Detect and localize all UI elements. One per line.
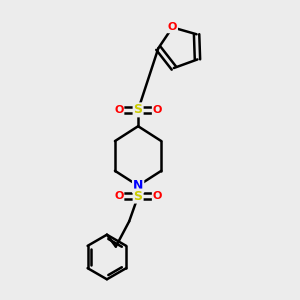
- Text: O: O: [114, 105, 124, 115]
- Text: O: O: [153, 105, 162, 115]
- Text: S: S: [134, 190, 142, 202]
- Text: S: S: [134, 103, 142, 116]
- Text: N: N: [133, 179, 143, 192]
- Text: O: O: [168, 22, 177, 32]
- Text: O: O: [114, 191, 124, 201]
- Text: O: O: [153, 191, 162, 201]
